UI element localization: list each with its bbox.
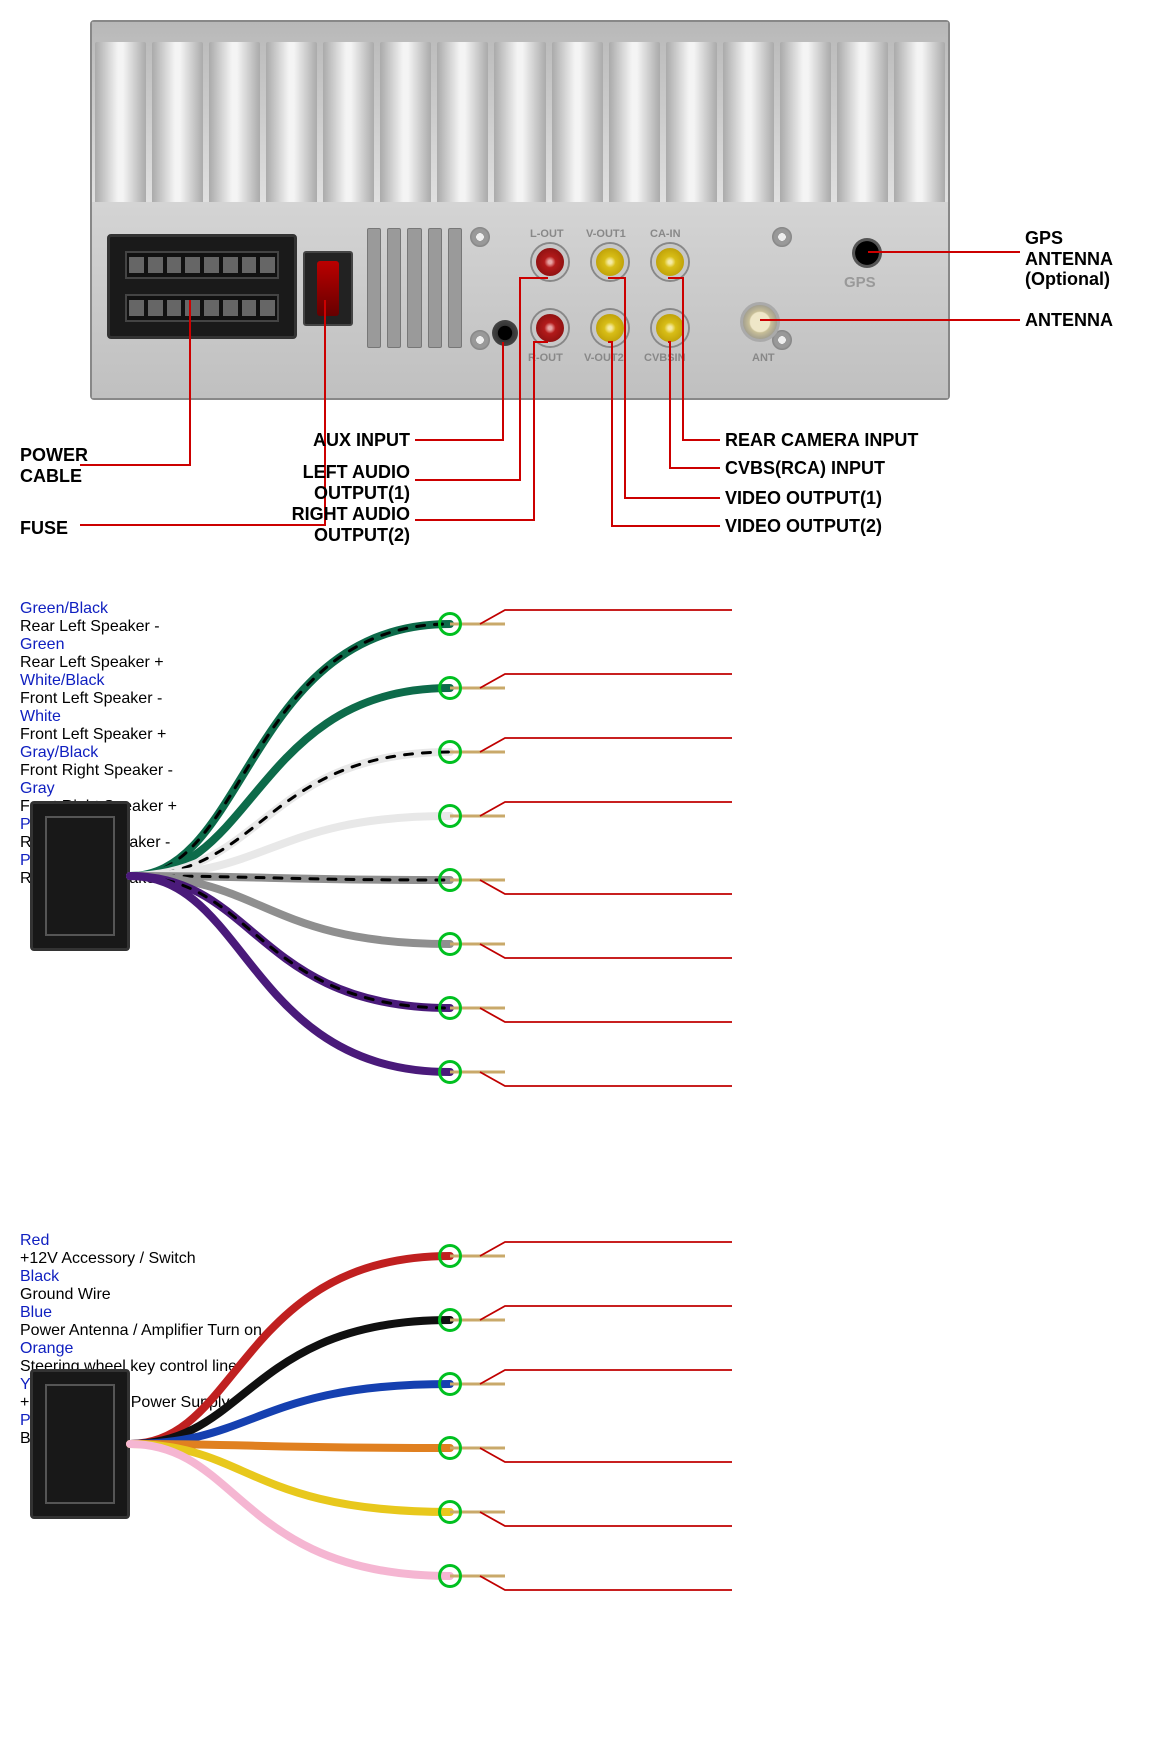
wire-description: Front Right Speaker + [20, 798, 1140, 816]
iso-plug [30, 801, 130, 951]
wire-description: Backing line [20, 1430, 1140, 1448]
wire-tip-ring [438, 1436, 462, 1460]
speaker-harness: Green/BlackRear Left Speaker -GreenRear … [20, 600, 1140, 1152]
iso-connector [107, 234, 297, 339]
callout-antenna: ANTENNA [1025, 310, 1113, 331]
callout-rearcam: REAR CAMERA INPUT [725, 430, 918, 451]
aux-jack [492, 320, 518, 346]
rca-cvbsin [652, 310, 688, 346]
wire-color-label: Gray [20, 780, 1140, 798]
wire-color-label: Blue [20, 1304, 1140, 1322]
callout-cvbs: CVBS(RCA) INPUT [725, 458, 885, 479]
screw-icon [470, 330, 490, 350]
wire-description: Ground Wire [20, 1286, 1140, 1304]
gps-port [852, 238, 882, 268]
wire-tip-ring [438, 612, 462, 636]
wire-description: Rear Right Speaker + [20, 870, 1140, 888]
wire-color-label: Purple/Black [20, 816, 1140, 834]
wire-color-label: Gray/Black [20, 744, 1140, 762]
wire-description: Rear Right Speaker - [20, 834, 1140, 852]
wire-color-label: Green [20, 636, 1140, 654]
wire-description: Rear Left Speaker - [20, 618, 1140, 636]
wire-description: +12V Accessory / Switch [20, 1250, 1140, 1268]
callout-power: POWER CABLE [20, 445, 88, 486]
wire-color-label: Purple [20, 852, 1140, 870]
wire-color-label: White [20, 708, 1140, 726]
rca-lout [532, 244, 568, 280]
wire-tip-ring [438, 1060, 462, 1084]
rca-rout [532, 310, 568, 346]
fuse-holder [303, 251, 353, 326]
rca-vout2 [592, 310, 628, 346]
wire-tip-ring [438, 740, 462, 764]
wire-description: Steering wheel key control line [20, 1358, 1140, 1376]
wire-color-label: Pink [20, 1412, 1140, 1430]
wire-tip-ring [438, 1308, 462, 1332]
wire-description: Power Antenna / Amplifier Turn on [20, 1322, 1140, 1340]
wire-tip-ring [438, 1500, 462, 1524]
wire-description: Front Left Speaker - [20, 690, 1140, 708]
wire-color-label: Green/Black [20, 600, 1140, 618]
wire-tip-ring [438, 804, 462, 828]
callout-laudio: LEFT AUDIO OUTPUT(1) [290, 462, 410, 503]
port-label: ANT [752, 352, 775, 364]
screw-icon [772, 227, 792, 247]
port-label: V-OUT2 [584, 352, 624, 364]
callout-aux: AUX INPUT [310, 430, 410, 451]
callout-vout2: VIDEO OUTPUT(2) [725, 516, 882, 537]
port-label: CA-IN [650, 228, 681, 240]
headunit-diagram: L-OUT V-OUT1 CA-IN R-OUT V-OUT2 CVBSIN A… [20, 20, 1120, 560]
rear-panel: L-OUT V-OUT1 CA-IN R-OUT V-OUT2 CVBSIN A… [92, 202, 948, 398]
wire-tip-ring [438, 676, 462, 700]
wire-color-label: White/Black [20, 672, 1140, 690]
wire-tip-ring [438, 868, 462, 892]
screw-icon [470, 227, 490, 247]
wire-color-label: Black [20, 1268, 1140, 1286]
wire-description: Front Left Speaker + [20, 726, 1140, 744]
port-label: CVBSIN [644, 352, 686, 364]
port-label: GPS [844, 274, 876, 291]
port-label: V-OUT1 [586, 228, 626, 240]
wire-tip-ring [438, 1244, 462, 1268]
wire-tip-ring [438, 996, 462, 1020]
port-label: L-OUT [530, 228, 564, 240]
vent-slots [367, 228, 462, 348]
heatsink [92, 22, 948, 202]
wire-description: Front Right Speaker - [20, 762, 1140, 780]
antenna-port [740, 302, 780, 342]
callout-vout1: VIDEO OUTPUT(1) [725, 488, 882, 509]
callout-raudio: RIGHT AUDIO OUTPUT(2) [282, 504, 410, 545]
power-harness: Red+12V Accessory / SwitchBlackGround Wi… [20, 1232, 1140, 1656]
callout-fuse: FUSE [20, 518, 68, 539]
headunit-body: L-OUT V-OUT1 CA-IN R-OUT V-OUT2 CVBSIN A… [90, 20, 950, 400]
callout-gps: GPS ANTENNA (Optional) [1025, 228, 1113, 290]
rca-vout1 [592, 244, 628, 280]
wire-tip-ring [438, 1372, 462, 1396]
iso-plug [30, 1369, 130, 1519]
rca-cain [652, 244, 688, 280]
wire-tip-ring [438, 932, 462, 956]
wire-color-label: Yellow [20, 1376, 1140, 1394]
wire-description: +12V Constant Power Supply [20, 1394, 1140, 1412]
wire-description: Rear Left Speaker + [20, 654, 1140, 672]
port-label: R-OUT [528, 352, 563, 364]
wire-color-label: Orange [20, 1340, 1140, 1358]
wire-color-label: Red [20, 1232, 1140, 1250]
wire-tip-ring [438, 1564, 462, 1588]
